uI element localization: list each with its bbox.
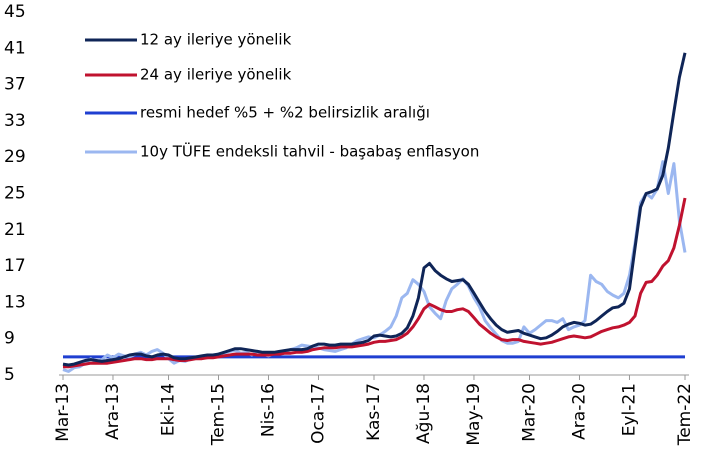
legend-label: resmi hedef %5 + %2 belirsizlik aralığı: [140, 104, 430, 122]
x-tick-label: Eki-14: [159, 383, 179, 436]
x-tick-label: May-19: [464, 383, 484, 446]
y-tick-label: 13: [4, 292, 26, 312]
x-tick-label: Ağu-18: [414, 383, 434, 444]
y-tick-label: 41: [4, 38, 26, 58]
y-tick-label: 5: [4, 365, 15, 385]
y-tick-label: 17: [4, 256, 26, 276]
y-tick-label: 21: [4, 220, 26, 240]
legend-label: 12 ay ileriye yönelik: [140, 31, 292, 49]
y-tick-label: 9: [4, 329, 15, 349]
x-tick-label: Eyl-21: [619, 383, 639, 436]
x-tick-label: Ara-20: [569, 383, 589, 440]
x-tick-label: Oca-17: [308, 383, 328, 444]
y-tick-label: 45: [4, 2, 26, 22]
x-tick-label: Nis-16: [258, 383, 278, 437]
x-tick-label: Mar-20: [520, 383, 540, 442]
series-line: [63, 197, 687, 369]
series-line: [62, 160, 687, 373]
x-tick-label: Tem-15: [209, 383, 229, 446]
y-tick-label: 25: [4, 184, 26, 204]
x-tick-label: Tem-22: [675, 383, 695, 446]
x-tick-label: Kas-17: [364, 383, 384, 441]
y-tick-label: 37: [4, 75, 26, 95]
y-tick-label: 33: [4, 111, 26, 131]
y-tick-label: 29: [4, 147, 26, 167]
legend-label: 24 ay ileriye yönelik: [140, 66, 292, 84]
x-tick-label: Ara-13: [103, 383, 123, 440]
series-line: [62, 52, 687, 367]
legend-label: 10y TÜFE endeksli tahvil - başabaş enfla…: [140, 142, 479, 161]
x-tick-label: Mar-13: [53, 383, 73, 442]
